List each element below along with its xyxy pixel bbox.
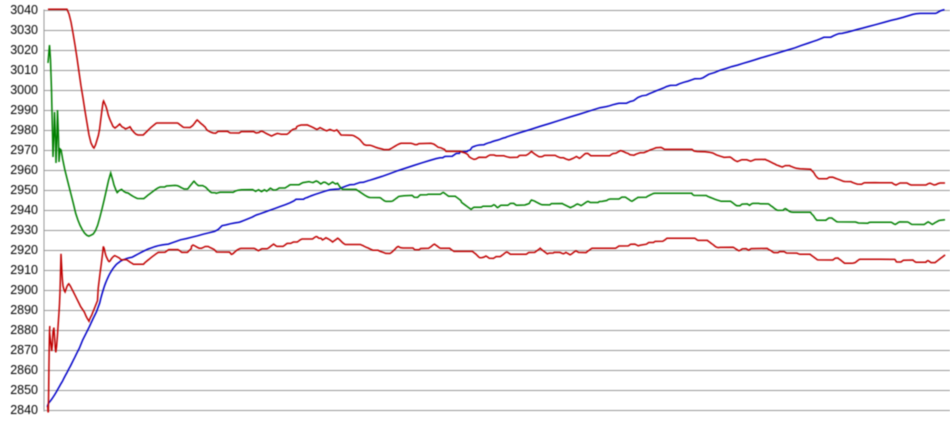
svg-text:2910: 2910 [10, 263, 38, 277]
svg-text:2900: 2900 [10, 283, 38, 297]
svg-text:3000: 3000 [10, 83, 38, 97]
svg-text:2980: 2980 [10, 123, 38, 137]
svg-text:2930: 2930 [10, 223, 38, 237]
svg-text:2870: 2870 [10, 343, 38, 357]
svg-text:3030: 3030 [10, 23, 38, 37]
svg-text:2970: 2970 [10, 143, 38, 157]
svg-text:3020: 3020 [10, 43, 38, 57]
svg-text:2990: 2990 [10, 103, 38, 117]
svg-text:2890: 2890 [10, 303, 38, 317]
svg-text:3010: 3010 [10, 63, 38, 77]
svg-text:2880: 2880 [10, 323, 38, 337]
svg-text:2950: 2950 [10, 183, 38, 197]
svg-text:2920: 2920 [10, 243, 38, 257]
svg-text:2850: 2850 [10, 383, 38, 397]
svg-text:2940: 2940 [10, 203, 38, 217]
svg-text:2860: 2860 [10, 363, 38, 377]
svg-text:2960: 2960 [10, 163, 38, 177]
svg-text:2840: 2840 [10, 403, 38, 417]
svg-text:3040: 3040 [10, 3, 38, 17]
